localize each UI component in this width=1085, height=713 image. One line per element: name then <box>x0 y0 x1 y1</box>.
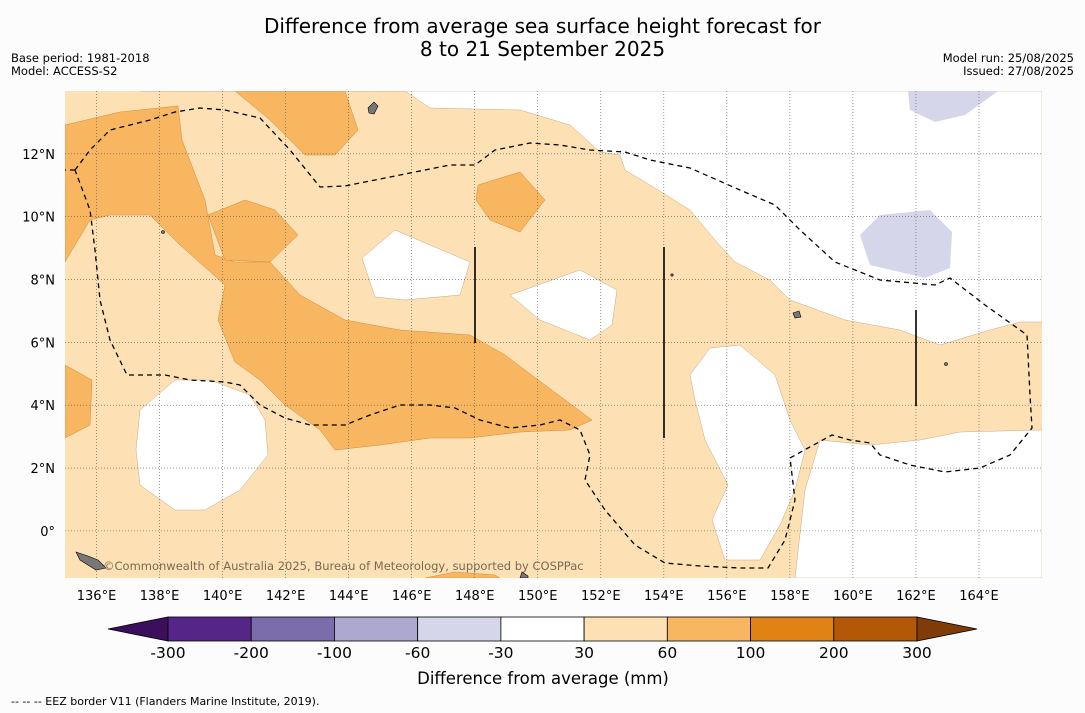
x-tick-label: 142°E <box>266 589 306 604</box>
x-tick-label: 156°E <box>707 589 747 604</box>
island-2 <box>792 310 802 319</box>
white-region-a <box>361 229 471 301</box>
map-field: ©Commonwealth of Australia 2025, Bureau … <box>65 91 1042 578</box>
x-tick-label: 150°E <box>518 589 558 604</box>
chart-title: Difference from average sea surface heig… <box>0 15 1085 61</box>
colorbar-segment <box>583 616 668 642</box>
x-tick-label: 162°E <box>896 589 936 604</box>
islands <box>75 101 948 578</box>
colorbar-tick-label: -200 <box>234 644 269 662</box>
y-tick-label: 4°N <box>31 399 56 414</box>
x-tick-label: 160°E <box>833 589 873 604</box>
island-1 <box>367 101 379 115</box>
colorbar-tick-label: -300 <box>150 644 185 662</box>
island-7 <box>944 362 948 366</box>
lavender-region-east <box>860 210 952 278</box>
lavender-region-north <box>908 91 998 122</box>
colorbar-tick-label: 60 <box>657 644 677 662</box>
anomaly-minus-regions <box>860 91 998 278</box>
y-tick-label: 12°N <box>22 148 55 163</box>
white-region-b <box>509 269 618 341</box>
meta-left: Base period: 1981-2018 Model: ACCESS-S2 <box>11 52 150 78</box>
colorbar-extend-low <box>107 616 169 642</box>
x-tick-label: 164°E <box>959 589 999 604</box>
island-4 <box>519 571 529 578</box>
colorbar-segment <box>417 616 502 642</box>
x-tick-label: 146°E <box>392 589 432 604</box>
orange-region-west <box>65 105 593 451</box>
model-name: Model: ACCESS-S2 <box>11 64 118 78</box>
x-tick-label: 158°E <box>770 589 810 604</box>
colorbar-tick-labels: -300 -200 -100 -60 -30 30 60 100 200 300 <box>150 644 931 662</box>
x-tick-label: 152°E <box>581 589 621 604</box>
y-tick-labels: 0° 2°N 4°N 6°N 8°N 10°N 12°N <box>22 148 55 540</box>
colorbar-tick-label: 100 <box>736 644 766 662</box>
white-region-e <box>794 429 1042 578</box>
meta-right: Model run: 25/08/2025 Issued: 27/08/2025 <box>943 52 1074 78</box>
title-line-2: 8 to 21 September 2025 <box>419 37 666 61</box>
y-tick-label: 0° <box>40 525 55 540</box>
island-5 <box>161 230 165 234</box>
y-tick-label: 6°N <box>31 336 56 351</box>
base-period: Base period: 1981-2018 <box>11 51 150 65</box>
credit-text: ©Commonwealth of Australia 2025, Bureau … <box>103 559 584 573</box>
colorbar-segment <box>500 616 585 642</box>
vertical-transect-lines <box>474 247 917 438</box>
x-tick-label: 154°E <box>644 589 684 604</box>
colorbar <box>107 616 978 642</box>
y-tick-label: 10°N <box>22 211 55 226</box>
x-tick-label: 138°E <box>140 589 180 604</box>
colorbar-tick-label: -30 <box>488 644 513 662</box>
colorbar-segment <box>167 616 252 642</box>
orange-region-bottom <box>424 571 501 578</box>
gridlines <box>65 91 1042 578</box>
colorbar-label: Difference from average (mm) <box>417 669 669 688</box>
colorbar-segment <box>750 616 835 642</box>
colorbar-extend-high <box>916 616 978 642</box>
white-region-d <box>135 379 269 511</box>
white-region-c <box>689 344 806 561</box>
y-tick-label: 2°N <box>31 462 56 477</box>
issued-date: Issued: 27/08/2025 <box>963 64 1074 78</box>
x-tick-label: 144°E <box>329 589 369 604</box>
island-3 <box>75 551 107 571</box>
x-tick-label: 140°E <box>203 589 243 604</box>
x-tick-labels: 136°E 138°E 140°E 142°E 144°E 146°E 148°E 150°E… <box>77 589 999 604</box>
colorbar-segment <box>666 616 751 642</box>
title-line-1: Difference from average sea surface heig… <box>263 14 822 38</box>
colorbar-tick-label: 200 <box>819 644 849 662</box>
colorbar-segment <box>334 616 419 642</box>
orange-region-southwest <box>65 364 93 439</box>
colorbar-tick-label: 30 <box>574 644 594 662</box>
orange-region-small <box>207 199 299 263</box>
white-region-top <box>140 91 1042 346</box>
y-tick-label: 8°N <box>31 274 56 289</box>
island-6 <box>670 273 674 277</box>
colorbar-tick-label: 300 <box>902 644 932 662</box>
colorbar-tick-label: -100 <box>317 644 352 662</box>
colorbar-tick-label: -60 <box>405 644 430 662</box>
colorbar-segment <box>250 616 335 642</box>
x-tick-label: 148°E <box>455 589 495 604</box>
model-run: Model run: 25/08/2025 <box>942 51 1074 65</box>
x-tick-label: 136°E <box>77 589 117 604</box>
orange-region-east <box>475 171 546 233</box>
footnote: -- -- -- EEZ border V11 (Flanders Marine… <box>11 695 320 708</box>
anomaly-60-100-regions <box>65 91 593 578</box>
orange-region-north <box>234 91 359 156</box>
colorbar-segment <box>833 616 918 642</box>
anomaly-neutral-regions <box>135 91 1042 578</box>
